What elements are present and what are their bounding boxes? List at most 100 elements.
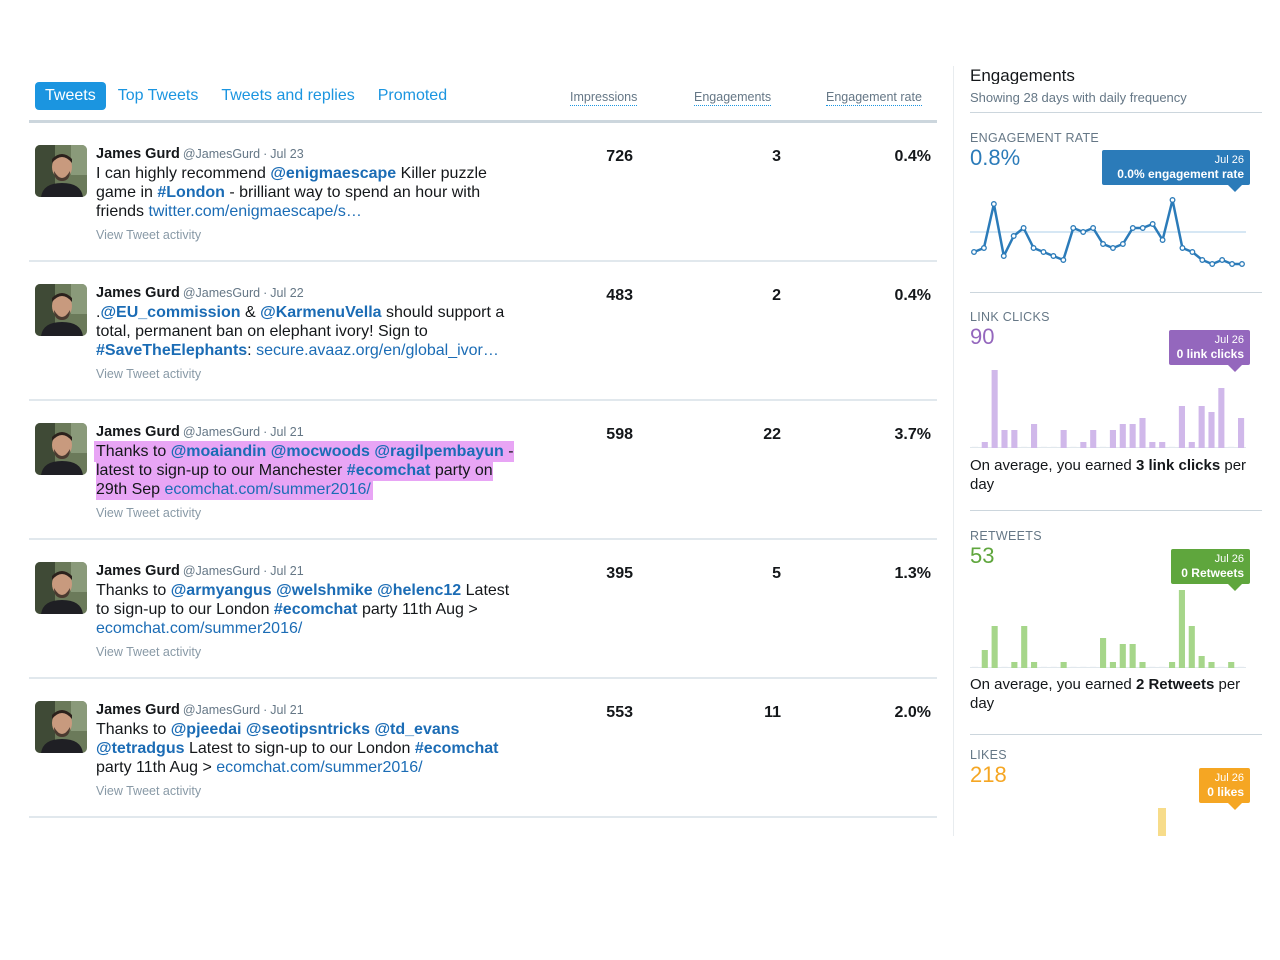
impressions-value: 483 [606, 287, 633, 304]
url-link[interactable]: ecomchat.com/summer2016/ [216, 759, 423, 776]
mention-link[interactable]: @td_evans [374, 721, 460, 738]
engagement-rate-value: 1.3% [894, 565, 931, 582]
average-suffix: per day [970, 676, 1241, 712]
avatar-face [52, 711, 72, 735]
data-point [1129, 225, 1136, 231]
engagements-value: 2 [772, 287, 781, 304]
bar [1178, 590, 1185, 668]
mention-link[interactable]: @mocwoods [270, 443, 370, 460]
bar [1178, 406, 1185, 448]
data-point [1219, 257, 1226, 263]
mention-link[interactable]: @helenc12 [377, 582, 462, 599]
bar [1070, 446, 1077, 448]
tweet-date[interactable]: Jul 21 [270, 425, 304, 439]
avatar-foliage-light [71, 562, 87, 592]
table-row: James Gurd @JamesGurd · Jul 21 Thanks to @mo… [29, 401, 937, 540]
author-name[interactable]: James Gurd [96, 285, 180, 301]
engagement-rate-value: 0.4% [894, 148, 931, 165]
tweet-date[interactable]: Jul 22 [270, 286, 304, 300]
tweet-tabs: Tweets Top Tweets Tweets and replies Promot… [35, 82, 470, 110]
mention-link[interactable]: @tetradgus [96, 740, 185, 757]
row-divider [29, 399, 937, 401]
view-tweet-activity-link[interactable]: View Tweet activity [96, 228, 202, 242]
tweet-text-segment: Latest to sign-up to our London [96, 582, 510, 618]
author-name[interactable]: James Gurd [96, 702, 180, 718]
author-name[interactable]: James Gurd [96, 146, 180, 162]
author-handle[interactable]: @JamesGurd [182, 286, 261, 300]
bar [1080, 442, 1087, 448]
impressions-column-header[interactable]: Impressions [570, 90, 638, 106]
avatar[interactable] [35, 423, 87, 475]
tweet-date[interactable]: Jul 21 [270, 703, 304, 717]
tweet-text-segment: I can highly recommend [96, 165, 271, 182]
tweet-text-segment: . [96, 304, 101, 321]
tweet-date[interactable]: Jul 23 [270, 147, 304, 161]
bar [1050, 666, 1057, 668]
bar [1031, 662, 1038, 668]
clicks-metric-value: 90 [970, 324, 995, 349]
mention-link[interactable]: @welshmike [276, 582, 373, 599]
mention-link[interactable]: @armyangus [170, 582, 272, 599]
author-handle[interactable]: @JamesGurd [182, 703, 261, 717]
bar [1109, 662, 1116, 668]
avatar[interactable] [35, 145, 87, 197]
avatar-foliage [35, 284, 55, 336]
average-prefix: On average, you earned [970, 457, 1136, 474]
avatar-hair [52, 710, 72, 719]
bar [1139, 418, 1146, 448]
hashtag-link[interactable]: #ecomchat [273, 601, 358, 618]
view-tweet-activity-link[interactable]: View Tweet activity [96, 367, 202, 381]
author-name[interactable]: James Gurd [96, 424, 180, 440]
mention-link[interactable]: @moaiandin [170, 443, 267, 460]
tab-tweets-and-replies[interactable]: Tweets and replies [221, 87, 355, 104]
mention-link[interactable]: @ragilpembayun [374, 443, 504, 460]
avatar-face [52, 433, 72, 457]
avatar-foliage-light [71, 701, 87, 731]
hashtag-link[interactable]: #ecomchat [414, 740, 499, 757]
mention-link[interactable]: @KarmenuVella [260, 304, 382, 321]
hashtag-link[interactable]: #ecomchat [346, 462, 431, 479]
engagement-rate-value: 2.0% [894, 704, 931, 721]
hashtag-link[interactable]: #SaveTheElephants [96, 342, 248, 359]
url-link[interactable]: twitter.com/enigmaescape/s… [148, 203, 362, 220]
author-name[interactable]: James Gurd [96, 563, 180, 579]
author-handle[interactable]: @JamesGurd [182, 147, 261, 161]
avatar[interactable] [35, 562, 87, 614]
data-point [1229, 261, 1236, 267]
view-tweet-activity-link[interactable]: View Tweet activity [96, 784, 202, 798]
view-tweet-activity-link[interactable]: View Tweet activity [96, 645, 202, 659]
tweet-text-body: Thanks to @armyangus @welshmike @helenc1… [96, 582, 509, 637]
mention-link[interactable]: @enigmaescape [270, 165, 397, 182]
url-link[interactable]: ecomchat.com/summer2016/ [164, 481, 371, 498]
avatar-shirt [41, 461, 83, 475]
author-handle[interactable]: @JamesGurd [182, 564, 261, 578]
view-tweet-activity-link[interactable]: View Tweet activity [96, 506, 202, 520]
url-link[interactable]: secure.avaaz.org/en/global_ivor… [256, 342, 499, 359]
tooltip-value: 0.0% engagement rate [1117, 167, 1244, 181]
data-point [1030, 245, 1037, 251]
tab-top-tweets[interactable]: Top Tweets [117, 87, 199, 104]
tweet-date[interactable]: Jul 21 [270, 564, 304, 578]
data-point [1100, 241, 1106, 247]
tweet-content: James Gurd @JamesGurd · Jul 21 Thanks to @pj… [96, 701, 516, 798]
tweet-text-segment: party 11th Aug > [96, 759, 217, 776]
hashtag-link[interactable]: #London [157, 184, 225, 201]
avatar[interactable] [35, 284, 87, 336]
url-link[interactable]: ecomchat.com/summer2016/ [96, 620, 303, 637]
author-handle[interactable]: @JamesGurd [182, 425, 261, 439]
tab-tweets[interactable]: Tweets [35, 82, 106, 110]
tweet-meta: James Gurd @JamesGurd · Jul 23 [96, 145, 516, 163]
engagements-column-header[interactable]: Engagements [694, 90, 772, 106]
avatar-hair [52, 432, 72, 441]
avatar[interactable] [35, 701, 87, 753]
mention-link[interactable]: @seotipsntricks [245, 721, 370, 738]
clicks-tooltip: Jul 26 0 link clicks [1169, 330, 1250, 372]
tab-promoted[interactable]: Promoted [377, 87, 448, 104]
bar [1100, 638, 1107, 668]
mention-link[interactable]: @pjeedai [170, 721, 242, 738]
mention-link[interactable]: @EU_commission [100, 304, 241, 321]
engagement-rate-column-header[interactable]: Engagement rate [826, 90, 922, 106]
tweet-text: .@EU_commission & @KarmenuVella should s… [96, 303, 516, 360]
row-divider [29, 816, 937, 818]
bar [1169, 446, 1176, 448]
